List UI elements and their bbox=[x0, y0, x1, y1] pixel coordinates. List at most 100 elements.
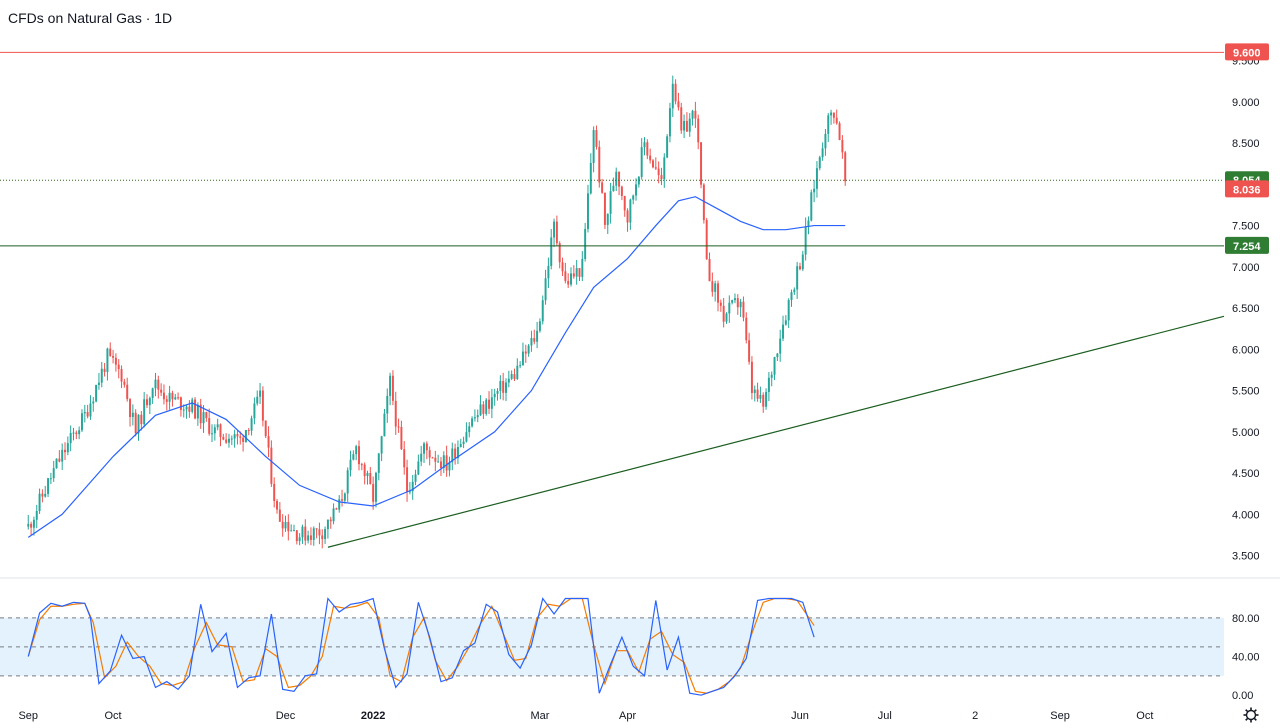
candle-body bbox=[140, 414, 143, 425]
candle-body bbox=[632, 195, 635, 200]
candle-body bbox=[95, 385, 98, 402]
candle-body bbox=[505, 382, 507, 393]
candle-body bbox=[702, 184, 705, 221]
candle-body bbox=[685, 120, 688, 132]
price-pane[interactable]: 3.500 4.000 4.500 5.000 5.500 6.000 6.500 7.000… bbox=[0, 43, 1280, 579]
candle-body bbox=[196, 404, 199, 419]
time-tick-label: Apr bbox=[619, 710, 636, 722]
candle-body bbox=[697, 118, 700, 143]
candle-body bbox=[620, 186, 623, 196]
candle-body bbox=[408, 491, 411, 493]
candle-body bbox=[414, 474, 417, 482]
candle-body bbox=[202, 412, 205, 424]
candle-body bbox=[179, 397, 182, 410]
candle-body bbox=[225, 439, 228, 443]
candle-body bbox=[776, 353, 779, 358]
candle-body bbox=[301, 526, 304, 538]
stochastic-k-line bbox=[27, 597, 815, 696]
candle-body bbox=[389, 375, 392, 396]
candle-body bbox=[479, 404, 482, 416]
chart-title: CFDs on Natural Gas · 1D bbox=[8, 10, 172, 26]
candle-body bbox=[564, 271, 567, 281]
time-tick-label: Jun bbox=[791, 710, 809, 722]
candle-body bbox=[612, 185, 615, 192]
candle-body bbox=[666, 136, 669, 158]
candle-body bbox=[527, 345, 530, 354]
candle-body bbox=[731, 300, 734, 303]
candle-body bbox=[397, 426, 400, 428]
candle-body bbox=[194, 399, 197, 419]
candle-body bbox=[510, 374, 513, 379]
candle-body bbox=[813, 188, 816, 193]
candle-body bbox=[242, 437, 245, 442]
candle-body bbox=[784, 320, 787, 325]
stochastic-pane[interactable]: 0.00 40.00 80.00 bbox=[0, 597, 1260, 703]
price-tick-label: 4.000 bbox=[1232, 509, 1260, 521]
candle-body bbox=[97, 382, 100, 386]
candle-body bbox=[284, 521, 287, 529]
ascending-trendline[interactable] bbox=[327, 315, 1225, 548]
price-tick-label: 3.500 bbox=[1232, 551, 1260, 563]
settings-icon[interactable] bbox=[1243, 707, 1259, 723]
candle-body bbox=[374, 472, 377, 502]
candle-body bbox=[465, 432, 468, 442]
candle-body bbox=[80, 413, 83, 431]
candle-body bbox=[335, 508, 338, 510]
time-tick-label: Sep bbox=[18, 710, 38, 722]
candle-body bbox=[485, 399, 488, 414]
candle-body bbox=[592, 130, 595, 163]
candle-body bbox=[247, 429, 250, 431]
candle-body bbox=[779, 338, 782, 354]
candle-body bbox=[89, 403, 92, 417]
candle-body bbox=[739, 301, 742, 308]
candle-body bbox=[575, 268, 578, 277]
candle-body bbox=[671, 83, 674, 109]
candle-body bbox=[660, 175, 663, 180]
candle-body bbox=[700, 142, 703, 185]
candle-body bbox=[377, 453, 380, 473]
price-tick-label: 5.500 bbox=[1232, 386, 1260, 398]
candle-body bbox=[44, 493, 47, 497]
candle-body bbox=[425, 443, 428, 451]
candle-body bbox=[793, 289, 796, 293]
candle-body bbox=[250, 418, 253, 431]
candle-body bbox=[349, 459, 352, 471]
candle-body bbox=[439, 461, 442, 468]
candle-body bbox=[114, 357, 117, 365]
candle-body bbox=[838, 123, 841, 140]
candle-body bbox=[270, 447, 273, 484]
candle-body bbox=[572, 273, 575, 277]
candle-body bbox=[219, 424, 222, 437]
candle-body bbox=[694, 110, 697, 119]
last-price-badge bbox=[1225, 180, 1269, 198]
candle-body bbox=[338, 499, 341, 510]
time-axis[interactable]: Sep Oct Dec 2022 Mar Apr Jun Jul 2 Sep Oct bbox=[18, 710, 1153, 722]
candle-body bbox=[595, 130, 598, 147]
level-badge-9.600 bbox=[1225, 43, 1269, 61]
candle-body bbox=[154, 379, 157, 389]
stochastic-tick-label: 0.00 bbox=[1232, 690, 1253, 702]
candle-body bbox=[623, 195, 626, 211]
candle-body bbox=[261, 390, 264, 421]
candle-body bbox=[725, 313, 728, 322]
level-badge-7.254 bbox=[1225, 236, 1269, 254]
candle-body bbox=[782, 324, 785, 339]
candle-body bbox=[47, 478, 50, 494]
candle-body bbox=[49, 478, 52, 480]
candle-body bbox=[394, 400, 397, 427]
candle-body bbox=[171, 392, 174, 400]
candle-body bbox=[400, 426, 403, 450]
candle-body bbox=[570, 273, 573, 285]
candle-body bbox=[753, 389, 756, 394]
time-tick-label: Dec bbox=[276, 710, 296, 722]
candle-body bbox=[558, 243, 561, 263]
candle-body bbox=[162, 392, 165, 400]
candle-body bbox=[719, 302, 722, 306]
candle-body bbox=[363, 464, 366, 477]
candle-body bbox=[714, 283, 717, 292]
candle-body bbox=[442, 455, 445, 468]
price-tick-label: 4.500 bbox=[1232, 468, 1260, 480]
candle-body bbox=[380, 436, 383, 454]
candle-body bbox=[208, 418, 211, 434]
